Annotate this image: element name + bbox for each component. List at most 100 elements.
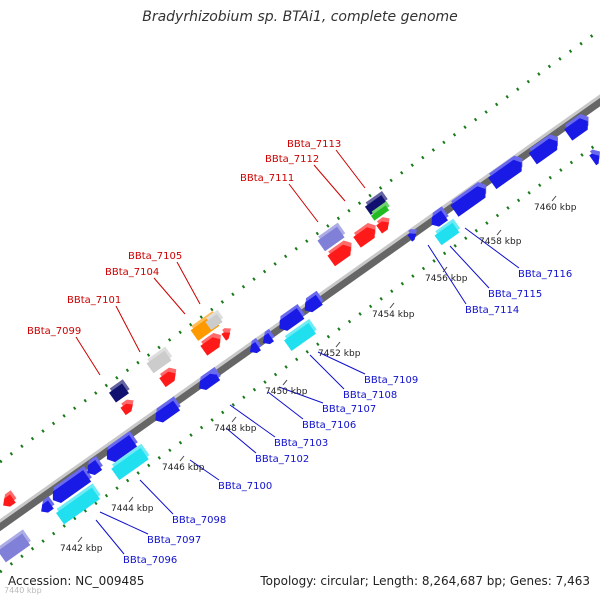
scale-tick-mark [282,379,288,386]
scale-tick-label: 7454 kbp [372,310,415,320]
gene-red-g [353,223,376,248]
gene-7096 [0,529,32,563]
gene-7098b [87,455,103,476]
leader-reverse-1 [99,511,149,535]
gene-7109b [304,290,324,313]
gene-7097 [55,483,101,525]
scale-tick-mark [77,536,83,543]
corner-tick-label: 7440 kbp [4,586,42,595]
gene-red-f [327,240,352,267]
scale-tick-mark [496,229,502,236]
gene-red-g-face [353,227,375,248]
gene-label-reverse: BBta_7102 [255,454,309,465]
gene-7105-face [205,313,223,331]
leader-reverse-9 [317,351,366,375]
gene-7115-face [434,222,460,246]
gene-red-a [3,490,17,507]
leader-reverse-12 [464,227,520,269]
gene-label-reverse: BBta_7108 [343,390,397,401]
gene-7100b [106,430,138,463]
gene-7102-face [155,400,181,423]
gene-7113-face [370,205,390,221]
gene-7099 [109,379,130,403]
gene-7102 [155,396,181,423]
leader-reverse-3 [189,459,220,481]
gene-7106-face [249,342,261,354]
gene-7096-face [0,533,31,563]
gene-label-reverse: BBta_7116 [518,269,572,280]
leader-reverse-7 [278,386,324,404]
gene-label-reverse: BBta_7100 [218,481,272,492]
gene-red-d-face [200,337,221,356]
scale-tick-mark [179,455,185,462]
gene-7105 [205,309,224,331]
gene-7115 [434,218,461,246]
gene-arrowlet-face [407,233,417,242]
leader-reverse-4 [225,427,257,454]
gene-7107 [262,328,275,345]
gene-red-f-face [327,244,351,267]
gene-label-forward: BBta_7104 [105,267,159,278]
gene-7097-face [55,487,101,525]
leader-forward-4 [288,183,319,223]
gene-7098a-face [52,470,92,503]
scale-tick-mark [551,195,557,202]
gene-7108-face [284,323,316,351]
gene-7108 [284,318,317,351]
gene-features [0,114,600,563]
gene-label-reverse: BBta_7115 [488,289,542,300]
gene-7112 [364,190,388,215]
scale-tick-label: 7442 kbp [60,544,103,554]
gene-7100b-face [106,435,138,463]
scale-tick-mark [389,302,395,309]
gene-red-b-face [120,403,133,416]
gene-label-forward: BBta_7112 [265,154,319,165]
scale-tick-label: 7452 kbp [318,349,361,359]
gene-label-forward: BBta_7105 [128,251,182,262]
gene-7098c-face [41,500,54,513]
gene-red-c-face [159,371,176,388]
gene-label-reverse: BBta_7098 [172,515,226,526]
gene-label-reverse: BBta_7106 [302,420,356,431]
gene-7100-face [111,447,149,481]
leader-forward-1 [115,305,141,353]
scale-tick-mark [128,496,134,503]
gene-7111-face [317,226,345,252]
gene-label-reverse: BBta_7103 [274,438,328,449]
gene-7112-face [364,195,388,215]
gene-7109-face [279,308,305,331]
gene-label-reverse: BBta_7107 [322,404,376,415]
gene-7103b-face [208,373,218,383]
accession-label: Accession: NC_009485 [8,574,145,588]
label-leader-lines [75,149,520,555]
scale-tick-label: 7456 kbp [425,274,468,284]
gene-7107-face [262,333,274,345]
gene-label-reverse: BBta_7097 [147,535,201,546]
gene-7114-face [431,210,448,227]
gene-red-a-face [3,494,16,507]
gene-7098b-face [87,460,103,476]
gene-7113 [370,201,390,221]
dotted-track-reverse [0,140,600,574]
scale-tick-mark [335,341,341,348]
gene-7101 [146,346,173,374]
gene-7111 [317,222,346,252]
scale-tick-label: 7446 kbp [162,463,205,473]
scale-tick-label: 7458 kbp [479,237,522,247]
leader-reverse-10 [427,244,467,305]
gene-label-reverse: BBta_7114 [465,305,519,316]
gene-7106 [249,337,262,354]
gene-7116e-face [589,153,600,166]
gene-label-forward: BBta_7113 [287,139,341,150]
gene-arrowlet [407,229,417,242]
gene-labels: BBta_7099 BBta_7101 BBta_7104 BBta_7105 BBta… [27,139,572,566]
scale-ticks: 7442 kbp 7444 kbp 7446 kbp 7448 kbp 7450 kbp… [60,195,577,554]
leader-reverse-0 [95,519,125,555]
gene-7101-face [146,350,172,374]
scale-tick-label: 7444 kbp [111,504,154,514]
gene-7116d [564,114,589,141]
gene-7109b-face [304,294,323,313]
leader-reverse-8 [309,354,345,390]
gene-red-h-face [376,221,389,234]
